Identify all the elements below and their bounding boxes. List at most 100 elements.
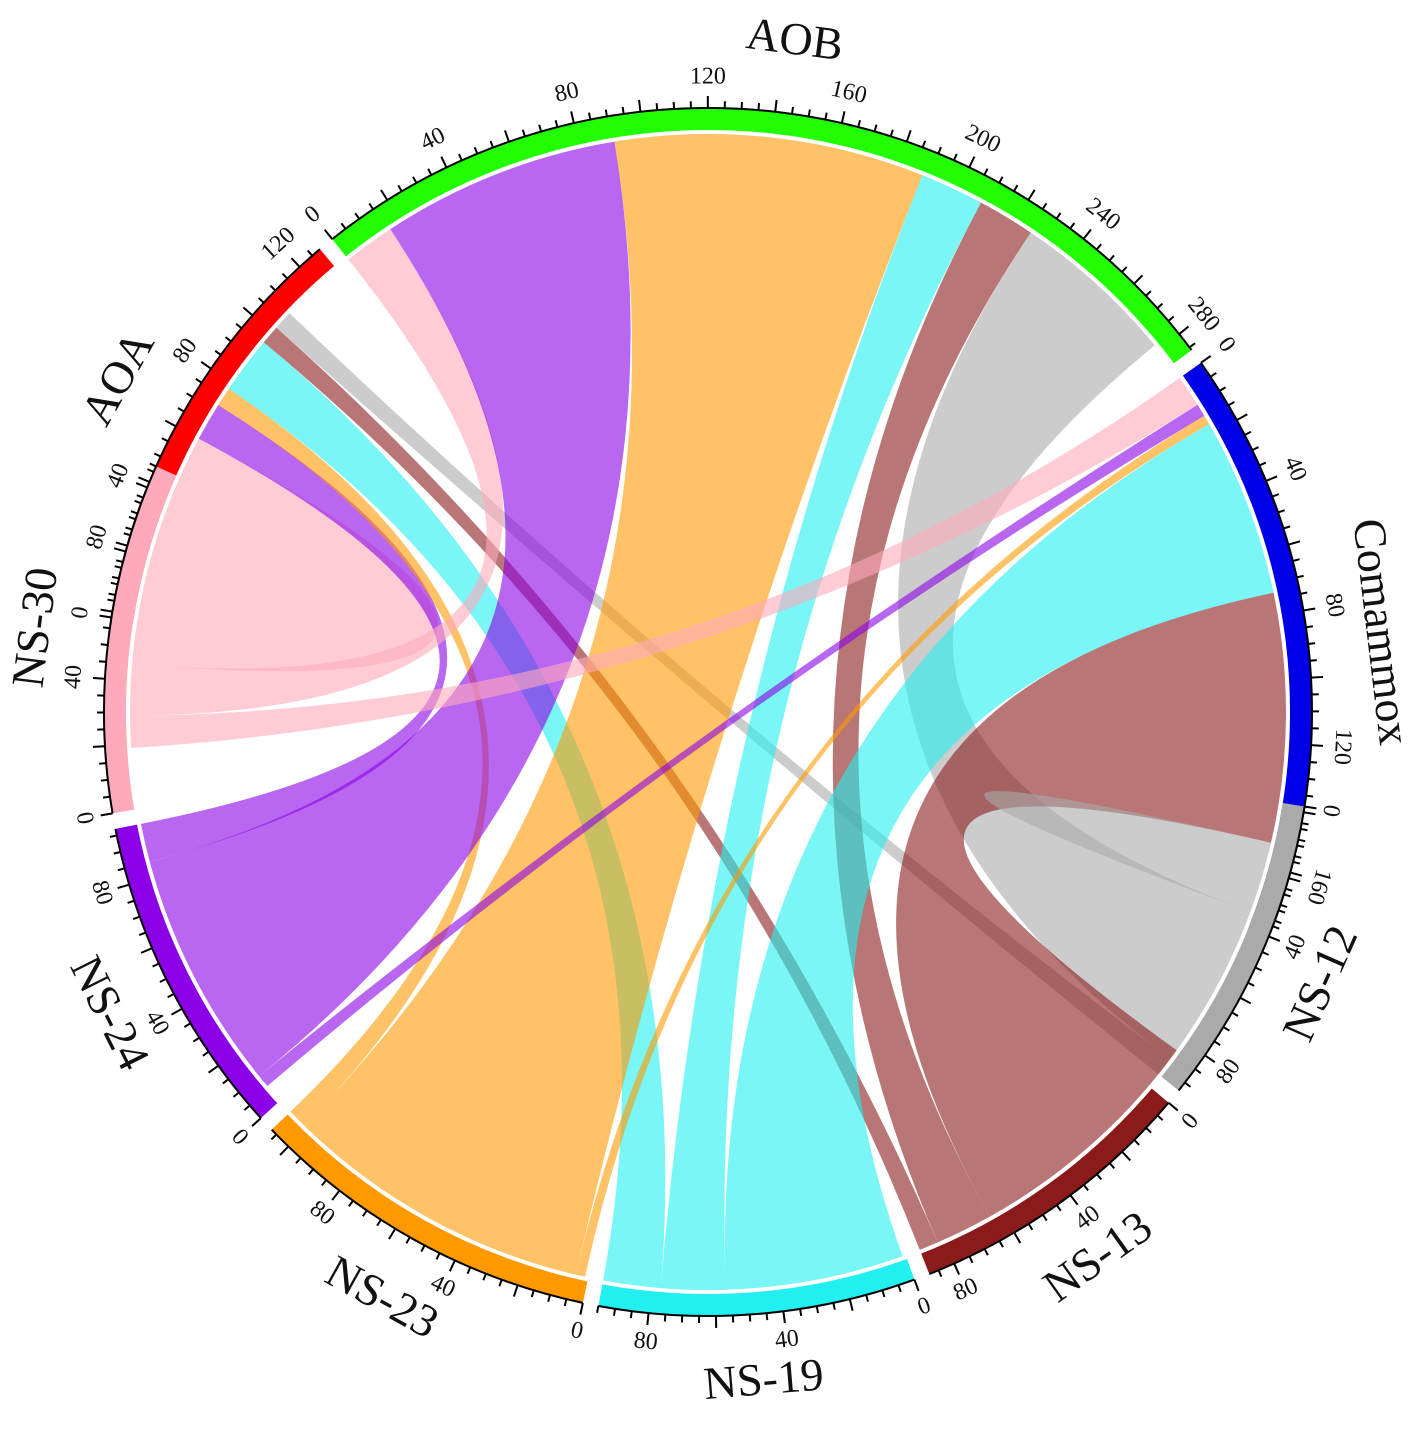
tick-mark [376, 1219, 382, 1227]
tick-mark [123, 532, 131, 537]
tick-mark [1083, 1184, 1089, 1191]
tick-mark [1069, 222, 1076, 230]
tick-mark [323, 229, 333, 240]
tick-mark [889, 129, 894, 137]
ribbon-aob-ns-13 [832, 202, 1031, 1243]
tick-label: 240 [1081, 193, 1125, 236]
tick-label: 80 [1320, 591, 1350, 619]
tick-mark [1308, 642, 1316, 645]
tick-mark [629, 1311, 633, 1319]
ribbon-aoa-ns-19 [228, 342, 666, 1289]
tick-mark [153, 452, 162, 458]
tick-mark [998, 1240, 1004, 1248]
tick-mark [1261, 951, 1270, 956]
tick-mark [1145, 290, 1152, 297]
tick-mark [183, 1022, 191, 1028]
tick-mark [111, 575, 120, 580]
tick-mark [290, 257, 301, 268]
tick-mark [109, 834, 117, 838]
tick-mark [638, 99, 642, 112]
tick-mark [968, 156, 976, 168]
tick-label: 80 [552, 77, 581, 108]
chord-ribbons [130, 134, 1286, 1290]
tick-mark [235, 323, 243, 330]
tick-label: 0 [226, 1124, 253, 1150]
tick-mark [281, 272, 289, 280]
tick-mark [1013, 1232, 1022, 1244]
tick-label: 160 [1302, 866, 1337, 908]
sector-arc [271, 1114, 588, 1303]
sector-axis [598, 1278, 915, 1317]
tick-mark [92, 677, 105, 680]
tick-mark [1288, 877, 1301, 883]
tick-mark [1277, 509, 1286, 514]
tick-mark [279, 1145, 290, 1156]
tick-label: 120 [690, 63, 726, 89]
tick-mark [857, 119, 861, 128]
tick-label: 80 [168, 334, 203, 369]
sector-arc [103, 466, 177, 814]
tick-mark [331, 1189, 341, 1201]
tick-mark [224, 336, 232, 343]
tick-mark [1239, 996, 1252, 1005]
tick-mark [1278, 909, 1286, 914]
tick-mark [1055, 1204, 1062, 1212]
tick-mark [100, 778, 108, 782]
tick-mark [521, 129, 526, 137]
sector-axis [331, 107, 1193, 351]
tick-mark [117, 867, 125, 872]
tick-mark [1027, 1223, 1034, 1231]
tick-mark [807, 109, 811, 117]
tick-mark [1268, 935, 1281, 942]
tick-mark [269, 284, 277, 292]
tick-mark [113, 547, 126, 553]
tick-label: 0 [1319, 803, 1347, 819]
tick-mark [115, 559, 124, 563]
tick-mark [108, 592, 116, 596]
tick-mark [149, 462, 157, 468]
tick-mark [1042, 1214, 1048, 1222]
tick-mark [873, 124, 878, 132]
tick-mark [1298, 838, 1306, 843]
tick-mark [1096, 1173, 1103, 1181]
tick-mark [107, 598, 115, 602]
tick-mark [1069, 1194, 1079, 1206]
tick-mark [159, 977, 167, 983]
ribbon-aob-ns-19 [660, 175, 982, 1290]
tick-label: 80 [1211, 1054, 1246, 1089]
tick-mark [1272, 925, 1280, 930]
tick-label: 120 [256, 222, 300, 266]
tick-mark [146, 468, 155, 473]
tick-mark [440, 156, 448, 168]
tick-mark [134, 499, 142, 505]
tick-mark [897, 1284, 902, 1293]
tick-mark [214, 349, 222, 356]
tick-mark [1167, 1101, 1179, 1112]
tick-mark [1222, 1026, 1230, 1032]
tick-mark [1285, 887, 1293, 892]
tick-mark [1258, 461, 1267, 467]
tick-mark [138, 931, 147, 937]
tick-mark [815, 1305, 820, 1314]
tick-mark [420, 1244, 426, 1253]
sector-arc [921, 1088, 1169, 1275]
tick-label: 200 [961, 119, 1005, 158]
tick-mark [1254, 966, 1263, 972]
tick-mark [102, 626, 110, 630]
tick-mark [368, 202, 374, 210]
tick-mark [937, 1269, 943, 1278]
tick-mark [1303, 607, 1316, 612]
tick-label: 0 [71, 810, 99, 826]
tick-mark [321, 1179, 328, 1187]
tick-mark [1041, 202, 1048, 210]
tick-mark [489, 140, 494, 148]
sector-axis [928, 1102, 1170, 1275]
tick-mark [243, 1104, 251, 1111]
tick-mark [983, 168, 989, 176]
tick-mark [102, 795, 111, 799]
tick-mark [362, 1209, 368, 1217]
tick-mark [1247, 981, 1255, 987]
tick-mark [1145, 1127, 1152, 1134]
tick-mark [99, 614, 112, 619]
sector-axis [103, 465, 158, 814]
